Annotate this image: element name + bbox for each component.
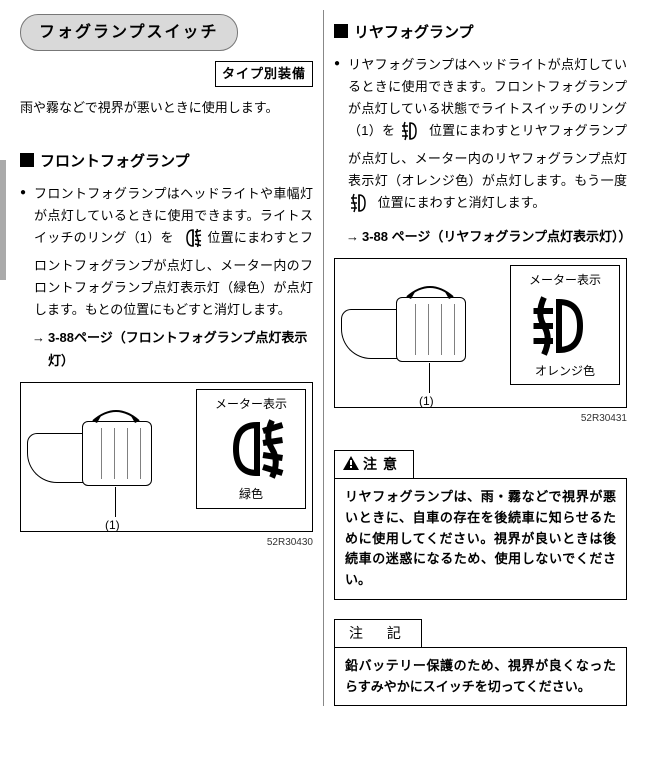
rear-fog-icon bbox=[513, 293, 617, 359]
rear-heading-text: リヤフォグランプ bbox=[354, 24, 474, 41]
rear-fog-icon-inline-2 bbox=[350, 193, 372, 220]
square-bullet-icon bbox=[334, 24, 348, 38]
rear-meter-title: メーター表示 bbox=[513, 270, 617, 290]
warning-triangle-icon bbox=[343, 453, 359, 477]
front-ref: 3-88ページ（フロントフォグランプ点灯表示灯） bbox=[20, 327, 313, 371]
note-label: 注 記 bbox=[349, 625, 411, 641]
front-fog-icon-inline bbox=[180, 228, 202, 255]
note-box: 注 記 鉛バッテリー保護のため、視界が良くなったらすみやかにスイッチを切ってくだ… bbox=[334, 618, 627, 706]
left-column: フォグランプスイッチ タイプ別装備 雨や霧などで視界が悪いときに使用します。 フ… bbox=[10, 10, 324, 706]
front-bullets: フロントフォグランプはヘッドライトや車幅灯が点灯しているときに使用できます。ライ… bbox=[20, 183, 313, 322]
rear-body: リヤフォグランプはヘッドライトが点灯しているときに使用できます。フロントフォグラ… bbox=[334, 54, 627, 221]
caution-tab: 注意 bbox=[334, 450, 414, 479]
caution-label: 注意 bbox=[363, 456, 403, 472]
page-title: フォグランプスイッチ bbox=[20, 14, 238, 51]
front-meter-color: 緑色 bbox=[199, 484, 303, 504]
rear-bullets: リヤフォグランプはヘッドライトが点灯しているときに使用できます。フロントフォグラ… bbox=[334, 54, 627, 221]
rear-figure: (1) メーター表示 オレンジ色 bbox=[334, 258, 627, 408]
square-bullet-icon bbox=[20, 153, 34, 167]
type-badge: タイプ別装備 bbox=[215, 61, 313, 87]
page-thumb-tab bbox=[0, 160, 6, 280]
intro-text: 雨や霧などで視界が悪いときに使用します。 bbox=[20, 97, 313, 119]
rear-body-c: 位置にまわすと消灯します。 bbox=[378, 195, 546, 210]
rear-heading: リヤフォグランプ bbox=[334, 20, 627, 46]
front-body: フロントフォグランプはヘッドライトや車幅灯が点灯しているときに使用できます。ライ… bbox=[20, 183, 313, 322]
front-fig-code: 52R30430 bbox=[20, 534, 313, 551]
two-column-layout: フォグランプスイッチ タイプ別装備 雨や霧などで視界が悪いときに使用します。 フ… bbox=[10, 10, 637, 706]
rear-fig-code: 52R30431 bbox=[334, 410, 627, 427]
front-heading-text: フロントフォグランプ bbox=[40, 153, 190, 170]
stalk-illustration-rear: (1) bbox=[341, 279, 491, 389]
front-callout-1: (1) bbox=[105, 515, 120, 535]
rotate-arrow-icon bbox=[91, 407, 141, 423]
front-meter-title: メーター表示 bbox=[199, 394, 303, 414]
note-tab: 注 記 bbox=[334, 619, 422, 648]
caution-body: リヤフォグランプは、雨・霧などで視界が悪いときに、自車の存在を後続車に知らせるた… bbox=[334, 478, 627, 600]
front-meter-box: メーター表示 緑色 bbox=[196, 389, 306, 509]
rear-fog-icon-inline bbox=[401, 121, 423, 148]
rear-callout-1: (1) bbox=[419, 391, 434, 411]
note-body: 鉛バッテリー保護のため、視界が良くなったらすみやかにスイッチを切ってください。 bbox=[334, 647, 627, 707]
stalk-illustration-front: (1) bbox=[27, 403, 177, 513]
front-fog-icon bbox=[199, 416, 303, 482]
front-heading: フロントフォグランプ bbox=[20, 149, 313, 175]
rear-ref: 3-88 ページ（リヤフォグランプ点灯表示灯）） bbox=[334, 226, 627, 248]
rear-meter-color: オレンジ色 bbox=[513, 361, 617, 381]
rear-meter-box: メーター表示 オレンジ色 bbox=[510, 265, 620, 385]
right-column: リヤフォグランプ リヤフォグランプはヘッドライトが点灯しているときに使用できます… bbox=[324, 10, 637, 706]
rotate-arrow-icon bbox=[405, 283, 455, 299]
front-figure: (1) メーター表示 緑色 bbox=[20, 382, 313, 532]
caution-box: 注意 リヤフォグランプは、雨・霧などで視界が悪いときに、自車の存在を後続車に知ら… bbox=[334, 449, 627, 600]
